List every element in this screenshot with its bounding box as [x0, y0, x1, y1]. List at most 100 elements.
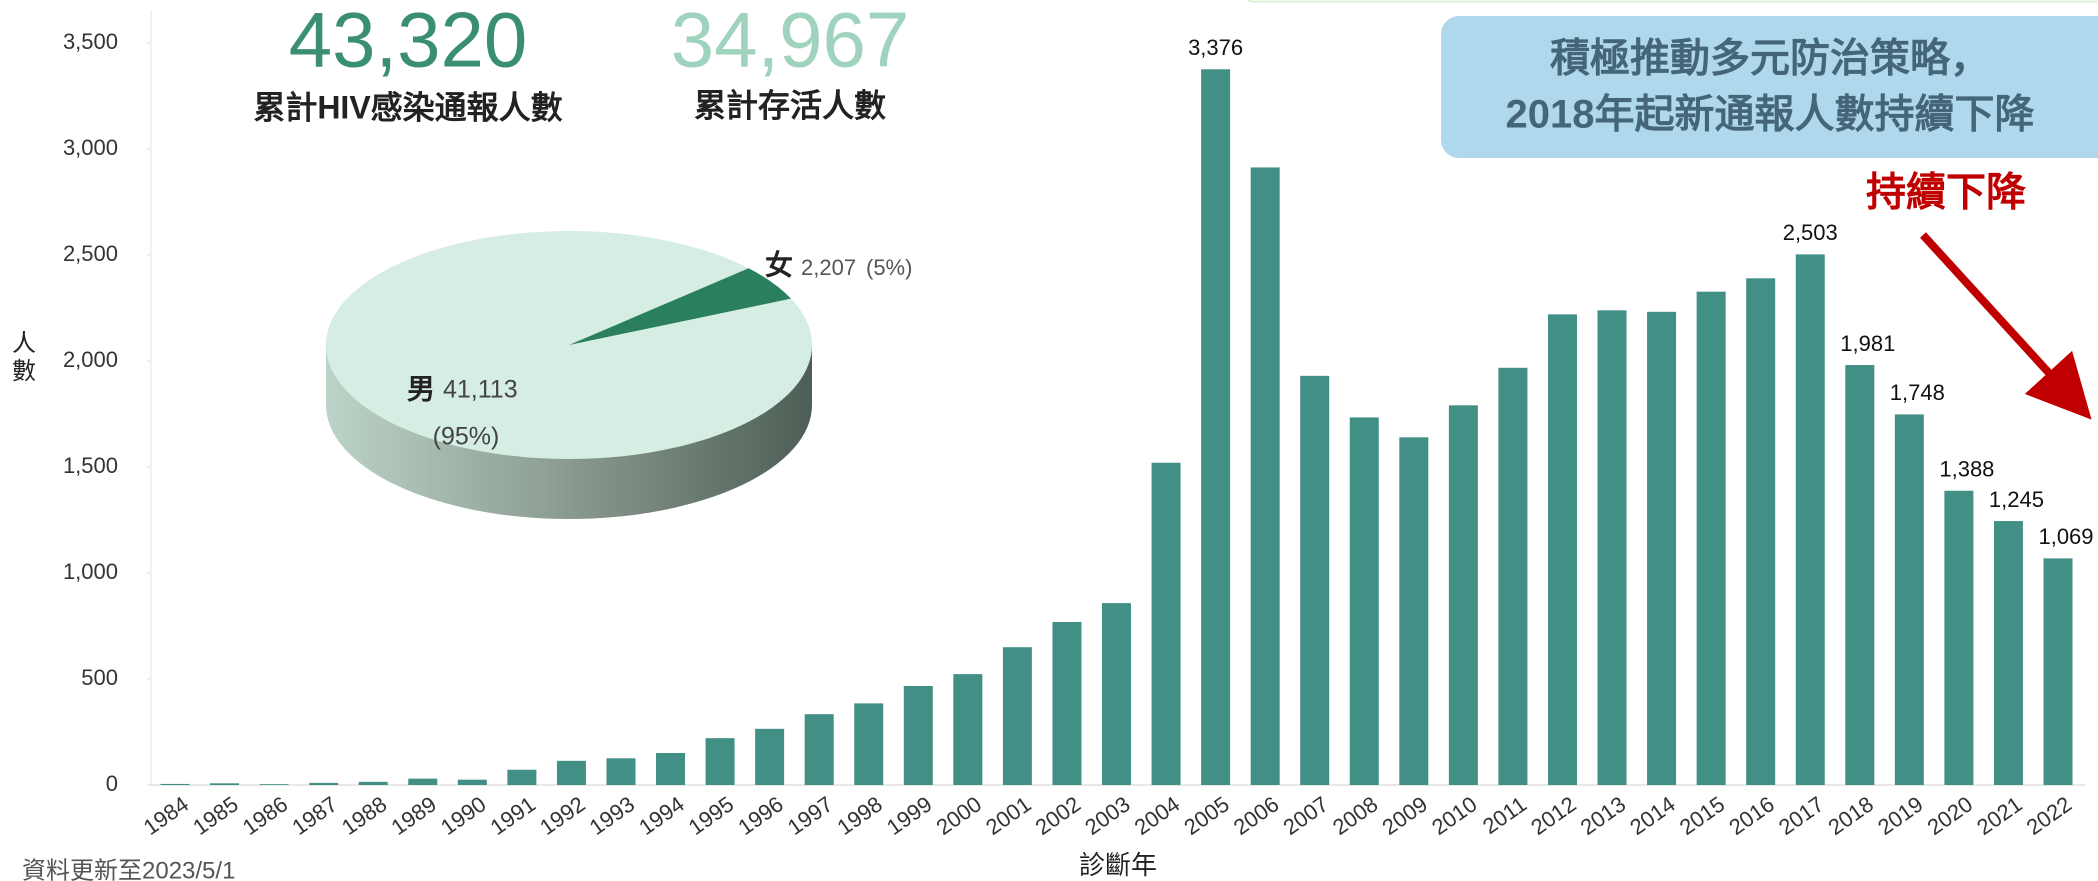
bar: [1993, 521, 2023, 785]
x-tick-label: 1998: [832, 791, 886, 840]
x-tick-label: 2011: [1478, 791, 1531, 839]
bar: [1795, 254, 1825, 785]
x-tick-label: 1985: [188, 791, 242, 840]
bar: [903, 685, 933, 785]
x-tick-label: 2010: [1427, 791, 1481, 840]
bar: [1547, 314, 1577, 785]
bar: [656, 752, 686, 785]
x-tick-label: 2006: [1229, 791, 1283, 840]
callout-line: 積極推動多元防治策略，: [1550, 37, 1990, 81]
bar: [953, 674, 983, 785]
value-label: 1,981: [1840, 331, 1895, 356]
x-tick-label: 1994: [634, 791, 688, 840]
x-tick-label: 2013: [1576, 791, 1630, 840]
stat-number: 43,320: [289, 0, 528, 84]
bar: [259, 784, 289, 785]
x-tick-label: 2000: [932, 791, 986, 840]
top-box: [1246, 0, 2098, 3]
bar: [1002, 647, 1032, 785]
x-tick-label: 1987: [287, 791, 341, 840]
pie-slice: [569, 268, 791, 345]
y-tick-label: 1,500: [63, 453, 118, 478]
y-tick-label: 3,000: [63, 135, 118, 160]
value-label: 1,069: [2038, 524, 2093, 549]
bar: [1597, 310, 1627, 785]
pie-value: 2,207: [801, 255, 856, 280]
y-tick-label: 500: [81, 665, 118, 690]
pie-slice: [325, 230, 812, 459]
bar: [854, 703, 884, 785]
bar: [606, 758, 636, 785]
bar: [556, 760, 586, 785]
bar: [804, 714, 834, 785]
x-tick-label: 2008: [1328, 791, 1382, 840]
stat-label: 累計HIV感染通報人數: [253, 89, 562, 125]
x-tick-label: 2016: [1724, 791, 1778, 840]
bar: [1696, 291, 1726, 785]
bar: [1250, 167, 1280, 786]
x-tick-label: 1995: [684, 791, 738, 840]
y-axis-label: 人數: [12, 330, 36, 385]
value-label: 3,376: [1188, 35, 1243, 60]
bar: [705, 738, 735, 785]
callout-line: 2018年起新通報人數持續下降: [1506, 93, 2035, 137]
x-tick-label: 1988: [337, 791, 391, 840]
x-tick-label: 1997: [783, 791, 837, 840]
bar: [309, 782, 339, 785]
bar: [1498, 367, 1528, 785]
x-tick-label: 1996: [733, 791, 787, 840]
x-tick-label: 2001: [981, 791, 1035, 840]
bar: [1300, 375, 1330, 785]
x-tick-label: 2019: [1873, 791, 1927, 840]
bar: [1052, 621, 1082, 785]
bar: [1102, 603, 1131, 785]
x-tick-label: 2022: [2022, 791, 2076, 840]
x-tick-label: 2004: [1130, 791, 1184, 840]
x-tick-label: 2020: [1923, 791, 1977, 840]
bar: [1647, 311, 1677, 785]
pie-percent: (5%): [866, 255, 912, 280]
x-tick-label: 1991: [486, 791, 540, 840]
bar: [358, 781, 388, 785]
value-label: 1,748: [1890, 380, 1945, 405]
bar: [210, 783, 240, 785]
x-tick-label: 2009: [1378, 791, 1432, 840]
pie-value: 41,113: [443, 376, 518, 404]
pie-percent: (95%): [433, 423, 500, 451]
value-label: 1,388: [1939, 457, 1994, 482]
x-tick-label: 1989: [387, 791, 441, 840]
pie-category: 女: [765, 248, 793, 280]
stat-number: 34,967: [671, 0, 910, 84]
x-tick-label: 2018: [1824, 791, 1878, 840]
x-tick-label: 2012: [1526, 791, 1580, 840]
trend-label: 持續下降: [1866, 171, 2026, 215]
x-axis-label: 診斷年: [1079, 850, 1157, 880]
x-tick-label: 1999: [882, 791, 936, 840]
callout-box: [1441, 16, 2098, 158]
x-tick-label: 1990: [436, 791, 490, 840]
bar: [457, 779, 487, 785]
x-tick-label: 2002: [1031, 791, 1085, 840]
y-tick-label: 2,000: [63, 347, 118, 372]
x-tick-label: 1986: [238, 791, 292, 840]
bar: [1845, 365, 1875, 785]
x-tick-label: 2003: [1080, 791, 1134, 840]
bar: [408, 778, 438, 785]
y-tick-label: 2,500: [63, 241, 118, 266]
bar: [1894, 414, 1924, 785]
x-tick-label: 2021: [1972, 791, 2026, 840]
bar: [1746, 278, 1776, 785]
bar: [1448, 405, 1478, 785]
footnote: 資料更新至2023/5/1: [22, 857, 235, 881]
value-label: 1,245: [1989, 487, 2044, 512]
x-tick-label: 2005: [1179, 791, 1233, 840]
bar: [160, 783, 190, 785]
bar: [2043, 558, 2073, 785]
bar: [1201, 69, 1231, 785]
stat-label: 累計存活人數: [694, 87, 886, 123]
bar: [755, 728, 785, 785]
x-tick-label: 2014: [1625, 791, 1679, 840]
bar: [1151, 462, 1181, 785]
y-tick-label: 1,000: [63, 559, 118, 584]
